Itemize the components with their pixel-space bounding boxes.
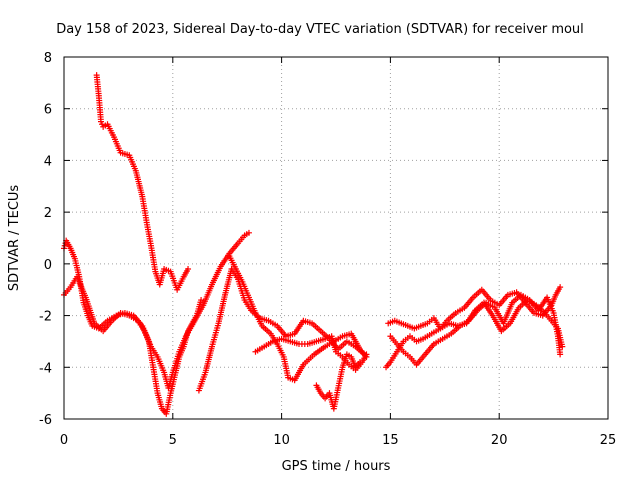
plot-frame [63,56,609,420]
data-point [356,359,363,366]
data-point [185,266,192,273]
series-track-f [252,333,370,373]
series-track-g [313,351,363,412]
data-point [557,351,564,358]
series-track-j [383,297,566,371]
x-tick-label: 0 [60,433,68,448]
x-tick-label: 15 [382,433,399,448]
y-tick-label: -2 [39,310,52,325]
y-tick-label: 4 [44,154,52,169]
data-point [245,229,252,236]
x-axis-label: GPS time / hours [282,459,391,474]
y-tick-label: -6 [39,413,52,428]
series-track-a [93,72,192,293]
y-tick-label: 8 [44,51,52,66]
chart-title: Day 158 of 2023, Sidereal Day-to-day VTE… [56,22,584,37]
x-tick-label: 10 [273,433,290,448]
data-marks [61,72,566,417]
x-tick-label: 25 [600,433,617,448]
x-axis-ticks: 0 5 10 15 20 25 [60,57,616,448]
y-tick-label: 2 [44,206,52,221]
data-point [559,343,566,350]
y-tick-label: -4 [39,361,52,376]
y-axis-label: SDTVAR / TECUs [7,185,22,292]
data-point [198,297,205,304]
series-track-d [195,266,368,394]
grid-lines [64,57,608,419]
x-tick-label: 5 [169,433,177,448]
series-track-b [61,237,205,417]
data-point [557,284,564,291]
y-tick-label: 0 [44,258,52,273]
data-point [363,351,370,358]
y-axis-ticks: -6 -4 -2 0 2 4 6 8 [39,51,608,428]
x-tick-label: 20 [491,433,508,448]
series-track-c [61,229,252,391]
y-tick-label: 6 [44,103,52,118]
